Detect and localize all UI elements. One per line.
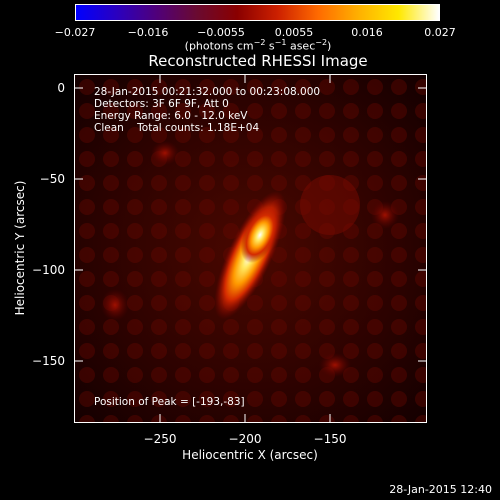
hxr-image	[75, 75, 426, 422]
time-range-text: 28-Jan-2015 00:21:32.000 to 00:23:08.000	[94, 86, 321, 98]
colorbar-tick: 0.027	[424, 26, 456, 39]
image-title: Reconstructed RHESSI Image	[148, 52, 368, 70]
colorbar-tick: −0.016	[127, 26, 169, 39]
colorbar-tick: 0.016	[351, 26, 383, 39]
x-tick-label: −250	[143, 432, 177, 446]
colorbar-tick: −0.027	[54, 26, 96, 39]
colorbar-tick: 0.0055	[274, 26, 314, 39]
colorbar-tick: −0.0055	[197, 26, 245, 39]
detectors-text: Detectors: 3F 6F 9F, Att 0	[94, 98, 229, 110]
x-axis-label: Heliocentric X (arcsec)	[182, 448, 318, 462]
y-axis-label: Heliocentric Y (arcsec)	[13, 180, 27, 316]
x-tick-label: −200	[228, 432, 262, 446]
timestamp: 28-Jan-2015 12:40	[389, 483, 492, 496]
colorbar-unit-label: (photons cm−2 s−1 asec−2)	[184, 38, 332, 53]
peak-position-text: Position of Peak = [-193,-83]	[94, 396, 245, 408]
solar-image-panel	[74, 74, 427, 423]
y-tick-label: 0	[57, 81, 65, 95]
colorbar	[75, 4, 440, 21]
x-tick-label: −150	[313, 432, 347, 446]
y-tick-label: −100	[32, 263, 65, 277]
y-tick-label: −50	[39, 172, 65, 186]
clean-counts-text: Clean Total counts: 1.18E+04	[94, 122, 260, 134]
energy-range-text: Energy Range: 6.0 - 12.0 keV	[94, 110, 248, 122]
y-tick-label: −150	[32, 354, 65, 368]
